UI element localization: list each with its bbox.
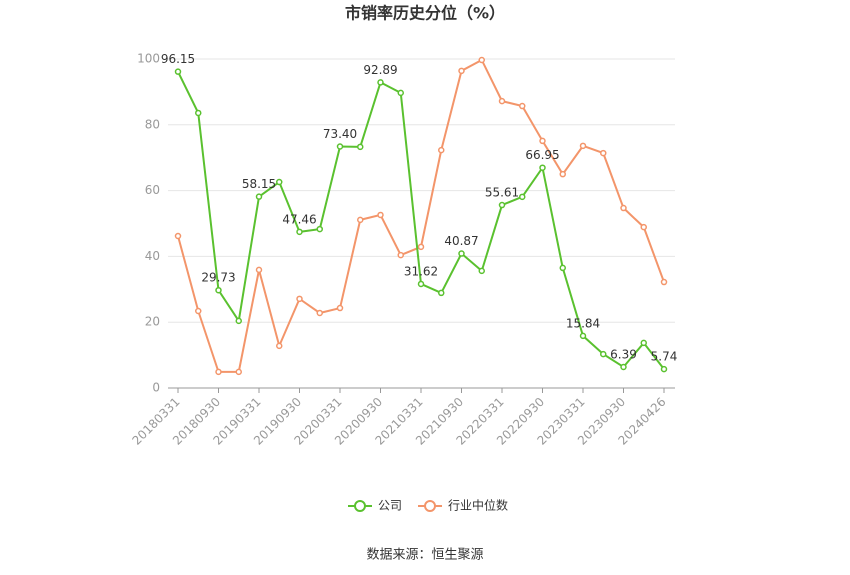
- data-point: [660, 365, 668, 373]
- data-point: [215, 368, 222, 376]
- data-point: [215, 286, 222, 294]
- data-point: [276, 178, 283, 186]
- data-point: [417, 243, 425, 251]
- data-label: 73.40: [323, 127, 357, 141]
- legend-marker: [354, 500, 366, 512]
- data-label: 5.74: [651, 350, 678, 364]
- y-tick-label: 100: [137, 52, 160, 66]
- data-label: 58.15: [242, 177, 276, 191]
- data-label: 47.46: [282, 212, 316, 226]
- data-point: [579, 332, 587, 340]
- data-point: [438, 146, 445, 154]
- data-label: 6.39: [610, 347, 637, 361]
- data-point: [438, 289, 445, 297]
- data-point: [336, 304, 344, 312]
- data-point: [498, 201, 506, 209]
- data-point: [559, 264, 566, 272]
- legend-label: 行业中位数: [448, 498, 508, 513]
- data-point: [640, 223, 647, 231]
- y-tick-label: 80: [145, 117, 160, 131]
- data-point: [377, 79, 384, 86]
- data-point: [620, 363, 627, 371]
- data-label: 55.61: [485, 186, 519, 200]
- data-point: [519, 102, 526, 110]
- data-point: [600, 149, 607, 157]
- data-point: [417, 280, 425, 288]
- data-point: [296, 228, 303, 236]
- data-point: [620, 204, 627, 212]
- legend-label: 公司: [378, 499, 402, 513]
- legend-marker: [424, 500, 437, 512]
- data-point: [559, 170, 566, 178]
- data-point: [357, 216, 364, 224]
- data-point: [255, 266, 263, 274]
- data-label: 96.15: [161, 52, 195, 66]
- data-point: [195, 109, 202, 117]
- data-point: [539, 137, 546, 145]
- y-tick-label: 20: [145, 315, 160, 329]
- data-point: [195, 307, 202, 315]
- source: 数据来源：恒生聚源: [366, 548, 483, 563]
- data-point: [600, 350, 607, 358]
- data-point: [397, 251, 404, 259]
- y-tick-label: 40: [145, 249, 160, 263]
- data-point: [519, 193, 526, 201]
- data-point: [579, 142, 587, 150]
- data-label: 15.84: [566, 316, 600, 330]
- data-point: [660, 278, 668, 286]
- data-point: [478, 267, 485, 275]
- y-tick-label: 0: [152, 381, 160, 395]
- data-point: [539, 164, 546, 171]
- data-point: [235, 317, 242, 325]
- data-label: 92.89: [363, 63, 397, 77]
- data-point: [235, 368, 242, 376]
- data-point: [296, 295, 303, 303]
- data-point: [458, 67, 465, 75]
- data-point: [377, 211, 384, 219]
- data-point: [174, 68, 182, 75]
- data-point: [357, 143, 364, 151]
- data-point: [458, 250, 465, 257]
- y-tick-label: 60: [145, 183, 160, 197]
- data-label: 66.95: [525, 148, 559, 162]
- data-point: [174, 232, 182, 240]
- data-point: [276, 342, 283, 350]
- data-label: 31.62: [404, 264, 438, 278]
- data-point: [478, 56, 485, 64]
- chart-title: 市销率历史分位（%）: [345, 4, 505, 23]
- data-label: 40.87: [444, 234, 478, 248]
- data-label: 29.73: [201, 271, 235, 285]
- data-point: [397, 89, 404, 97]
- data-point: [255, 193, 263, 200]
- data-point: [640, 339, 647, 347]
- data-point: [316, 225, 323, 233]
- data-point: [498, 97, 506, 105]
- data-point: [336, 143, 344, 150]
- data-point: [316, 309, 323, 317]
